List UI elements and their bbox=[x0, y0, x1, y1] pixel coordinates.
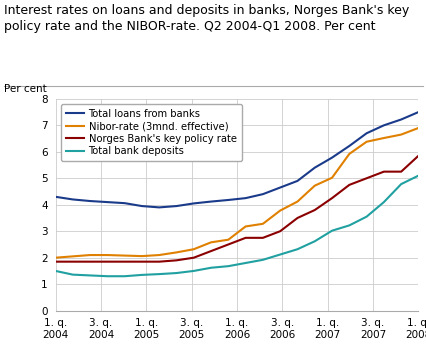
Total bank deposits bbox=[260, 258, 265, 262]
Norges Bank's key policy rate bbox=[311, 208, 317, 212]
Norges Bank's key policy rate bbox=[156, 259, 161, 264]
Nibor-rate (3mnd. effective) bbox=[208, 240, 213, 244]
Line: Norges Bank's key policy rate: Norges Bank's key policy rate bbox=[55, 156, 417, 262]
Norges Bank's key policy rate bbox=[53, 259, 58, 264]
Total loans from banks bbox=[398, 117, 403, 121]
Total loans from banks bbox=[70, 197, 75, 202]
Norges Bank's key policy rate bbox=[70, 259, 75, 264]
Total bank deposits bbox=[294, 247, 299, 251]
Total bank deposits bbox=[139, 273, 144, 277]
Total loans from banks bbox=[191, 201, 196, 205]
Total loans from banks bbox=[225, 198, 230, 202]
Total loans from banks bbox=[87, 199, 92, 203]
Total bank deposits bbox=[208, 265, 213, 270]
Total bank deposits bbox=[329, 229, 334, 233]
Nibor-rate (3mnd. effective) bbox=[277, 208, 282, 213]
Total bank deposits bbox=[311, 239, 317, 244]
Norges Bank's key policy rate bbox=[415, 154, 420, 158]
Norges Bank's key policy rate bbox=[398, 169, 403, 174]
Nibor-rate (3mnd. effective) bbox=[415, 126, 420, 130]
Line: Nibor-rate (3mnd. effective): Nibor-rate (3mnd. effective) bbox=[55, 128, 417, 258]
Nibor-rate (3mnd. effective) bbox=[242, 225, 248, 229]
Total loans from banks bbox=[53, 195, 58, 199]
Total loans from banks bbox=[242, 196, 248, 200]
Norges Bank's key policy rate bbox=[139, 259, 144, 264]
Total bank deposits bbox=[191, 269, 196, 273]
Norges Bank's key policy rate bbox=[380, 169, 386, 174]
Total bank deposits bbox=[398, 182, 403, 186]
Total bank deposits bbox=[277, 252, 282, 257]
Nibor-rate (3mnd. effective) bbox=[156, 253, 161, 257]
Norges Bank's key policy rate bbox=[329, 196, 334, 200]
Norges Bank's key policy rate bbox=[277, 229, 282, 233]
Text: Interest rates on loans and deposits in banks, Norges Bank's key
policy rate and: Interest rates on loans and deposits in … bbox=[4, 4, 409, 32]
Total bank deposits bbox=[242, 261, 248, 265]
Total loans from banks bbox=[122, 201, 127, 205]
Norges Bank's key policy rate bbox=[225, 242, 230, 246]
Total loans from banks bbox=[260, 192, 265, 196]
Total bank deposits bbox=[380, 200, 386, 204]
Nibor-rate (3mnd. effective) bbox=[329, 176, 334, 180]
Total bank deposits bbox=[225, 264, 230, 268]
Total loans from banks bbox=[208, 199, 213, 204]
Total bank deposits bbox=[346, 223, 351, 227]
Total loans from banks bbox=[156, 205, 161, 209]
Legend: Total loans from banks, Nibor-rate (3mnd. effective), Norges Bank's key policy r: Total loans from banks, Nibor-rate (3mnd… bbox=[60, 104, 241, 161]
Nibor-rate (3mnd. effective) bbox=[363, 139, 368, 144]
Total loans from banks bbox=[415, 110, 420, 114]
Nibor-rate (3mnd. effective) bbox=[139, 254, 144, 258]
Total bank deposits bbox=[173, 271, 178, 275]
Nibor-rate (3mnd. effective) bbox=[53, 256, 58, 260]
Total bank deposits bbox=[87, 273, 92, 277]
Nibor-rate (3mnd. effective) bbox=[191, 247, 196, 251]
Nibor-rate (3mnd. effective) bbox=[173, 250, 178, 255]
Norges Bank's key policy rate bbox=[191, 256, 196, 260]
Norges Bank's key policy rate bbox=[87, 259, 92, 264]
Total loans from banks bbox=[139, 204, 144, 208]
Total bank deposits bbox=[363, 215, 368, 219]
Total bank deposits bbox=[122, 274, 127, 278]
Norges Bank's key policy rate bbox=[363, 176, 368, 180]
Nibor-rate (3mnd. effective) bbox=[70, 254, 75, 258]
Total loans from banks bbox=[104, 200, 109, 204]
Norges Bank's key policy rate bbox=[294, 216, 299, 220]
Norges Bank's key policy rate bbox=[173, 258, 178, 263]
Norges Bank's key policy rate bbox=[346, 183, 351, 187]
Nibor-rate (3mnd. effective) bbox=[398, 132, 403, 137]
Nibor-rate (3mnd. effective) bbox=[380, 136, 386, 140]
Nibor-rate (3mnd. effective) bbox=[260, 222, 265, 226]
Norges Bank's key policy rate bbox=[208, 249, 213, 253]
Norges Bank's key policy rate bbox=[122, 259, 127, 264]
Nibor-rate (3mnd. effective) bbox=[225, 238, 230, 242]
Line: Total loans from banks: Total loans from banks bbox=[55, 112, 417, 207]
Text: Per cent: Per cent bbox=[4, 84, 47, 94]
Total loans from banks bbox=[173, 204, 178, 208]
Total loans from banks bbox=[346, 144, 351, 148]
Nibor-rate (3mnd. effective) bbox=[294, 199, 299, 204]
Nibor-rate (3mnd. effective) bbox=[346, 152, 351, 156]
Nibor-rate (3mnd. effective) bbox=[104, 253, 109, 257]
Norges Bank's key policy rate bbox=[242, 236, 248, 240]
Total bank deposits bbox=[156, 272, 161, 276]
Norges Bank's key policy rate bbox=[104, 259, 109, 264]
Total loans from banks bbox=[294, 179, 299, 183]
Total bank deposits bbox=[415, 173, 420, 178]
Total bank deposits bbox=[104, 274, 109, 278]
Nibor-rate (3mnd. effective) bbox=[122, 253, 127, 258]
Total loans from banks bbox=[277, 185, 282, 190]
Line: Total bank deposits: Total bank deposits bbox=[55, 175, 417, 276]
Total loans from banks bbox=[380, 123, 386, 127]
Total loans from banks bbox=[363, 131, 368, 135]
Total bank deposits bbox=[70, 273, 75, 277]
Total loans from banks bbox=[311, 166, 317, 170]
Total loans from banks bbox=[329, 155, 334, 160]
Total bank deposits bbox=[53, 269, 58, 273]
Nibor-rate (3mnd. effective) bbox=[311, 184, 317, 188]
Norges Bank's key policy rate bbox=[260, 236, 265, 240]
Nibor-rate (3mnd. effective) bbox=[87, 253, 92, 257]
